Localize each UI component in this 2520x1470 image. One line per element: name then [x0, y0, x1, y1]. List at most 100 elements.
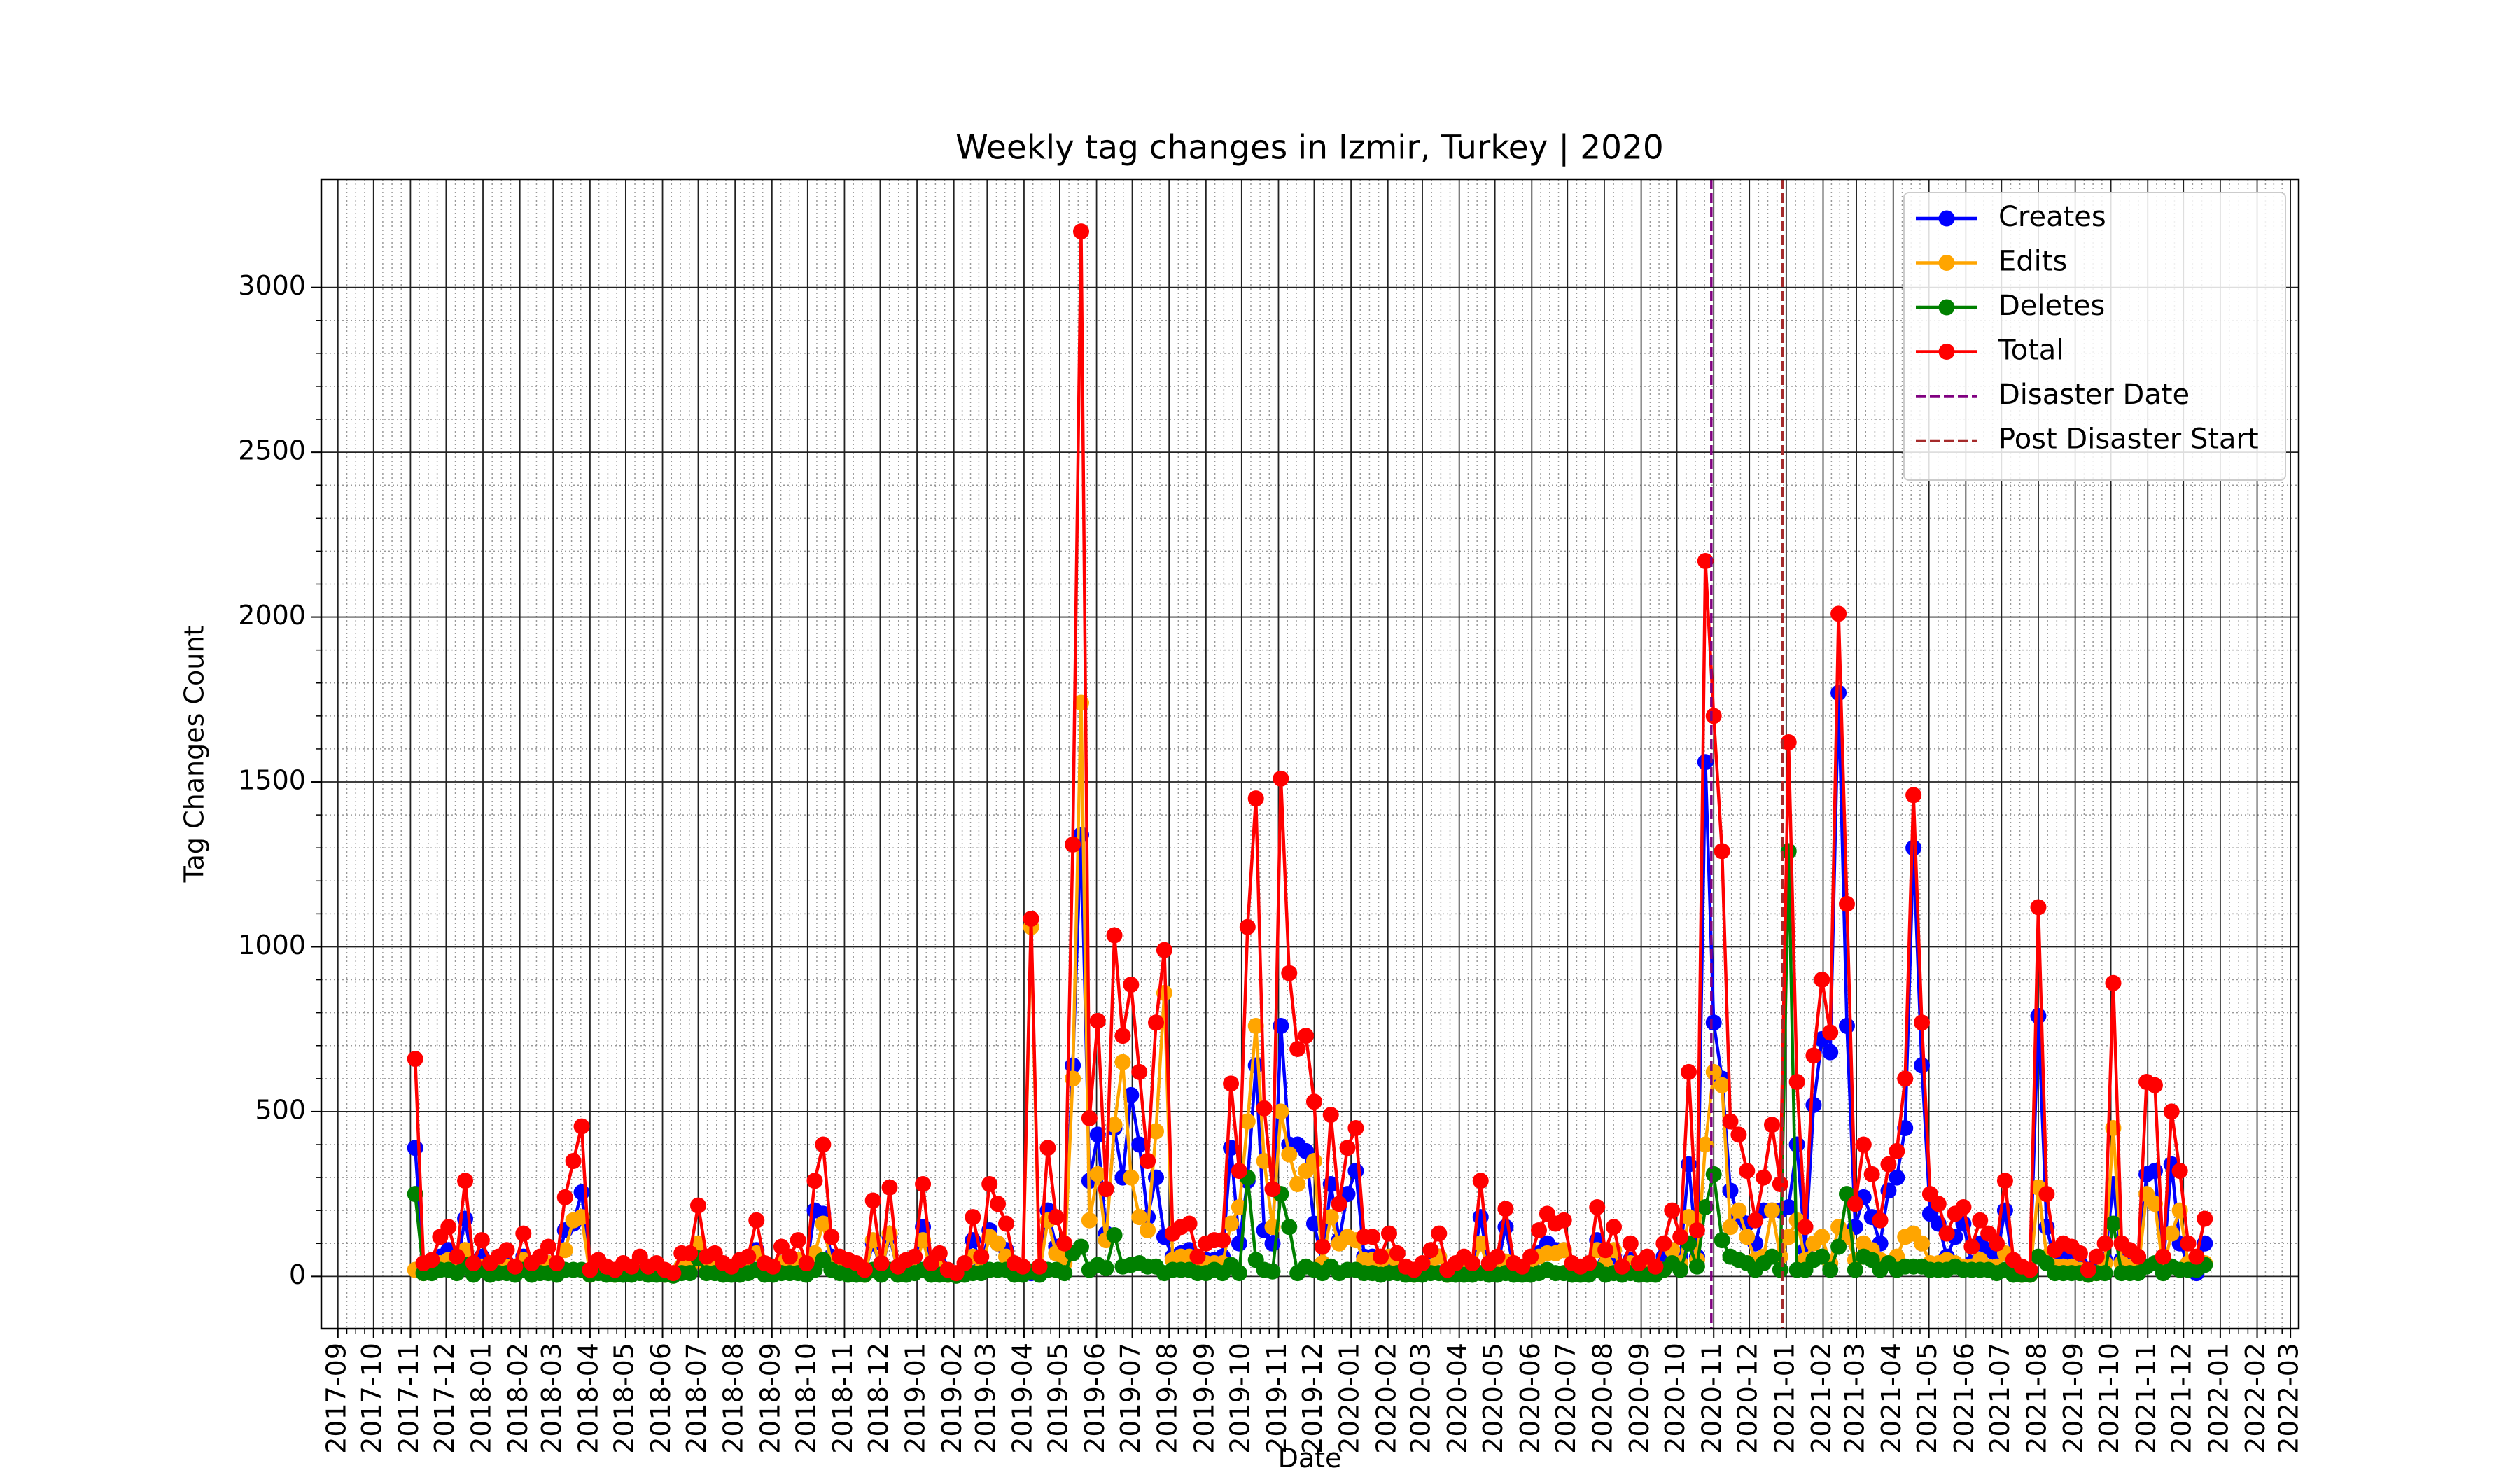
data-point [1281, 1219, 1298, 1236]
data-point [690, 1197, 706, 1214]
data-point [1681, 1063, 1698, 1080]
data-point [790, 1232, 806, 1249]
x-tick-label: 2019-11 [1261, 1343, 1292, 1454]
data-point [1756, 1169, 1772, 1186]
data-point [1314, 1238, 1331, 1255]
data-point [1963, 1238, 1980, 1255]
data-point [997, 1215, 1014, 1232]
x-tick-label: 2020-09 [1624, 1343, 1655, 1454]
data-point [1739, 1228, 1756, 1245]
data-point [1930, 1196, 1947, 1212]
data-point [990, 1235, 1007, 1252]
legend-marker [1938, 299, 1955, 316]
data-point [1373, 1248, 1390, 1265]
data-point [990, 1196, 1007, 1212]
x-tick-label: 2018-05 [608, 1343, 639, 1454]
legend-label: Total [1998, 335, 2064, 367]
data-point [540, 1238, 556, 1255]
legend-box [1903, 192, 2286, 481]
data-point [1322, 1209, 1339, 1226]
data-point [740, 1248, 757, 1265]
data-point [1972, 1212, 1989, 1228]
data-point [1231, 1235, 1247, 1252]
data-point [1938, 1225, 1955, 1242]
data-point [981, 1176, 998, 1193]
data-point [1805, 1047, 1822, 1064]
data-point [1872, 1212, 1889, 1228]
data-point [915, 1176, 932, 1193]
x-tick-label: 2020-11 [1697, 1343, 1728, 1454]
x-tick-label: 2020-06 [1515, 1343, 1546, 1454]
x-tick-label: 2019-02 [937, 1343, 967, 1454]
data-point [1464, 1255, 1480, 1272]
x-tick-label: 2021-12 [2166, 1343, 2197, 1454]
data-point [1914, 1014, 1931, 1031]
data-point [1156, 941, 1172, 958]
data-point [1131, 1063, 1148, 1080]
x-tick-label: 2018-02 [503, 1343, 533, 1454]
data-point [1822, 1044, 1839, 1060]
legend-marker [1938, 344, 1955, 360]
data-point [1672, 1261, 1689, 1278]
x-tick-label: 2021-01 [1769, 1343, 1800, 1454]
data-point [1614, 1258, 1630, 1275]
data-point [1822, 1261, 1839, 1278]
data-point [1880, 1156, 1897, 1172]
data-point [682, 1245, 699, 1261]
data-point [465, 1255, 482, 1272]
data-point [2080, 1261, 2096, 1278]
data-point [1023, 910, 1040, 927]
data-point [1730, 1202, 1747, 1219]
data-point [1089, 1012, 1106, 1029]
legend-marker [1938, 210, 1955, 227]
data-point [806, 1172, 823, 1189]
data-point [1364, 1228, 1381, 1245]
data-point [1189, 1248, 1206, 1265]
x-tick-label: 2018-01 [466, 1343, 497, 1454]
data-point [873, 1255, 890, 1272]
data-point [1072, 1238, 1089, 1255]
data-point [1148, 1014, 1165, 1031]
x-tick-label: 2022-03 [2274, 1343, 2304, 1454]
data-point [1772, 1176, 1788, 1193]
data-point [1231, 1265, 1247, 1282]
data-point [1264, 1263, 1281, 1280]
y-tick-label: 2500 [238, 435, 306, 466]
data-point [1797, 1219, 1814, 1236]
x-tick-label: 2020-07 [1550, 1343, 1581, 1454]
data-point [1123, 1086, 1140, 1103]
x-tick-label: 2021-06 [1949, 1343, 1980, 1454]
data-point [1763, 1116, 1780, 1133]
x-tick-label: 2017-12 [429, 1343, 460, 1454]
data-point [1847, 1261, 1863, 1278]
data-point [1214, 1232, 1231, 1249]
x-tick-label: 2019-08 [1152, 1343, 1183, 1454]
data-point [1889, 1142, 1905, 1159]
data-point [1239, 918, 1256, 935]
data-point [1181, 1215, 1198, 1232]
data-point [2030, 1007, 2047, 1024]
data-point [1914, 1057, 1931, 1074]
data-point [798, 1255, 815, 1272]
data-point [1422, 1242, 1439, 1259]
data-point [1739, 1163, 1756, 1180]
data-point [1072, 223, 1089, 240]
y-tick-label: 1000 [238, 930, 306, 960]
data-point [823, 1228, 840, 1245]
data-point [556, 1189, 573, 1205]
data-point [1247, 1017, 1264, 1034]
data-point [1597, 1242, 1614, 1259]
x-tick-label: 2020-05 [1478, 1343, 1508, 1454]
legend-label: Edits [1998, 246, 2067, 278]
data-point [1788, 1136, 1805, 1153]
data-point [1389, 1245, 1406, 1261]
data-point [1780, 1228, 1797, 1245]
x-tick-label: 2022-02 [2240, 1343, 2271, 1454]
x-tick-label: 2021-03 [1840, 1343, 1870, 1454]
data-point [1581, 1255, 1597, 1272]
data-point [449, 1248, 465, 1265]
data-point [1681, 1209, 1698, 1226]
x-tick-label: 2018-07 [681, 1343, 712, 1454]
x-tick-label: 2018-10 [790, 1343, 821, 1454]
